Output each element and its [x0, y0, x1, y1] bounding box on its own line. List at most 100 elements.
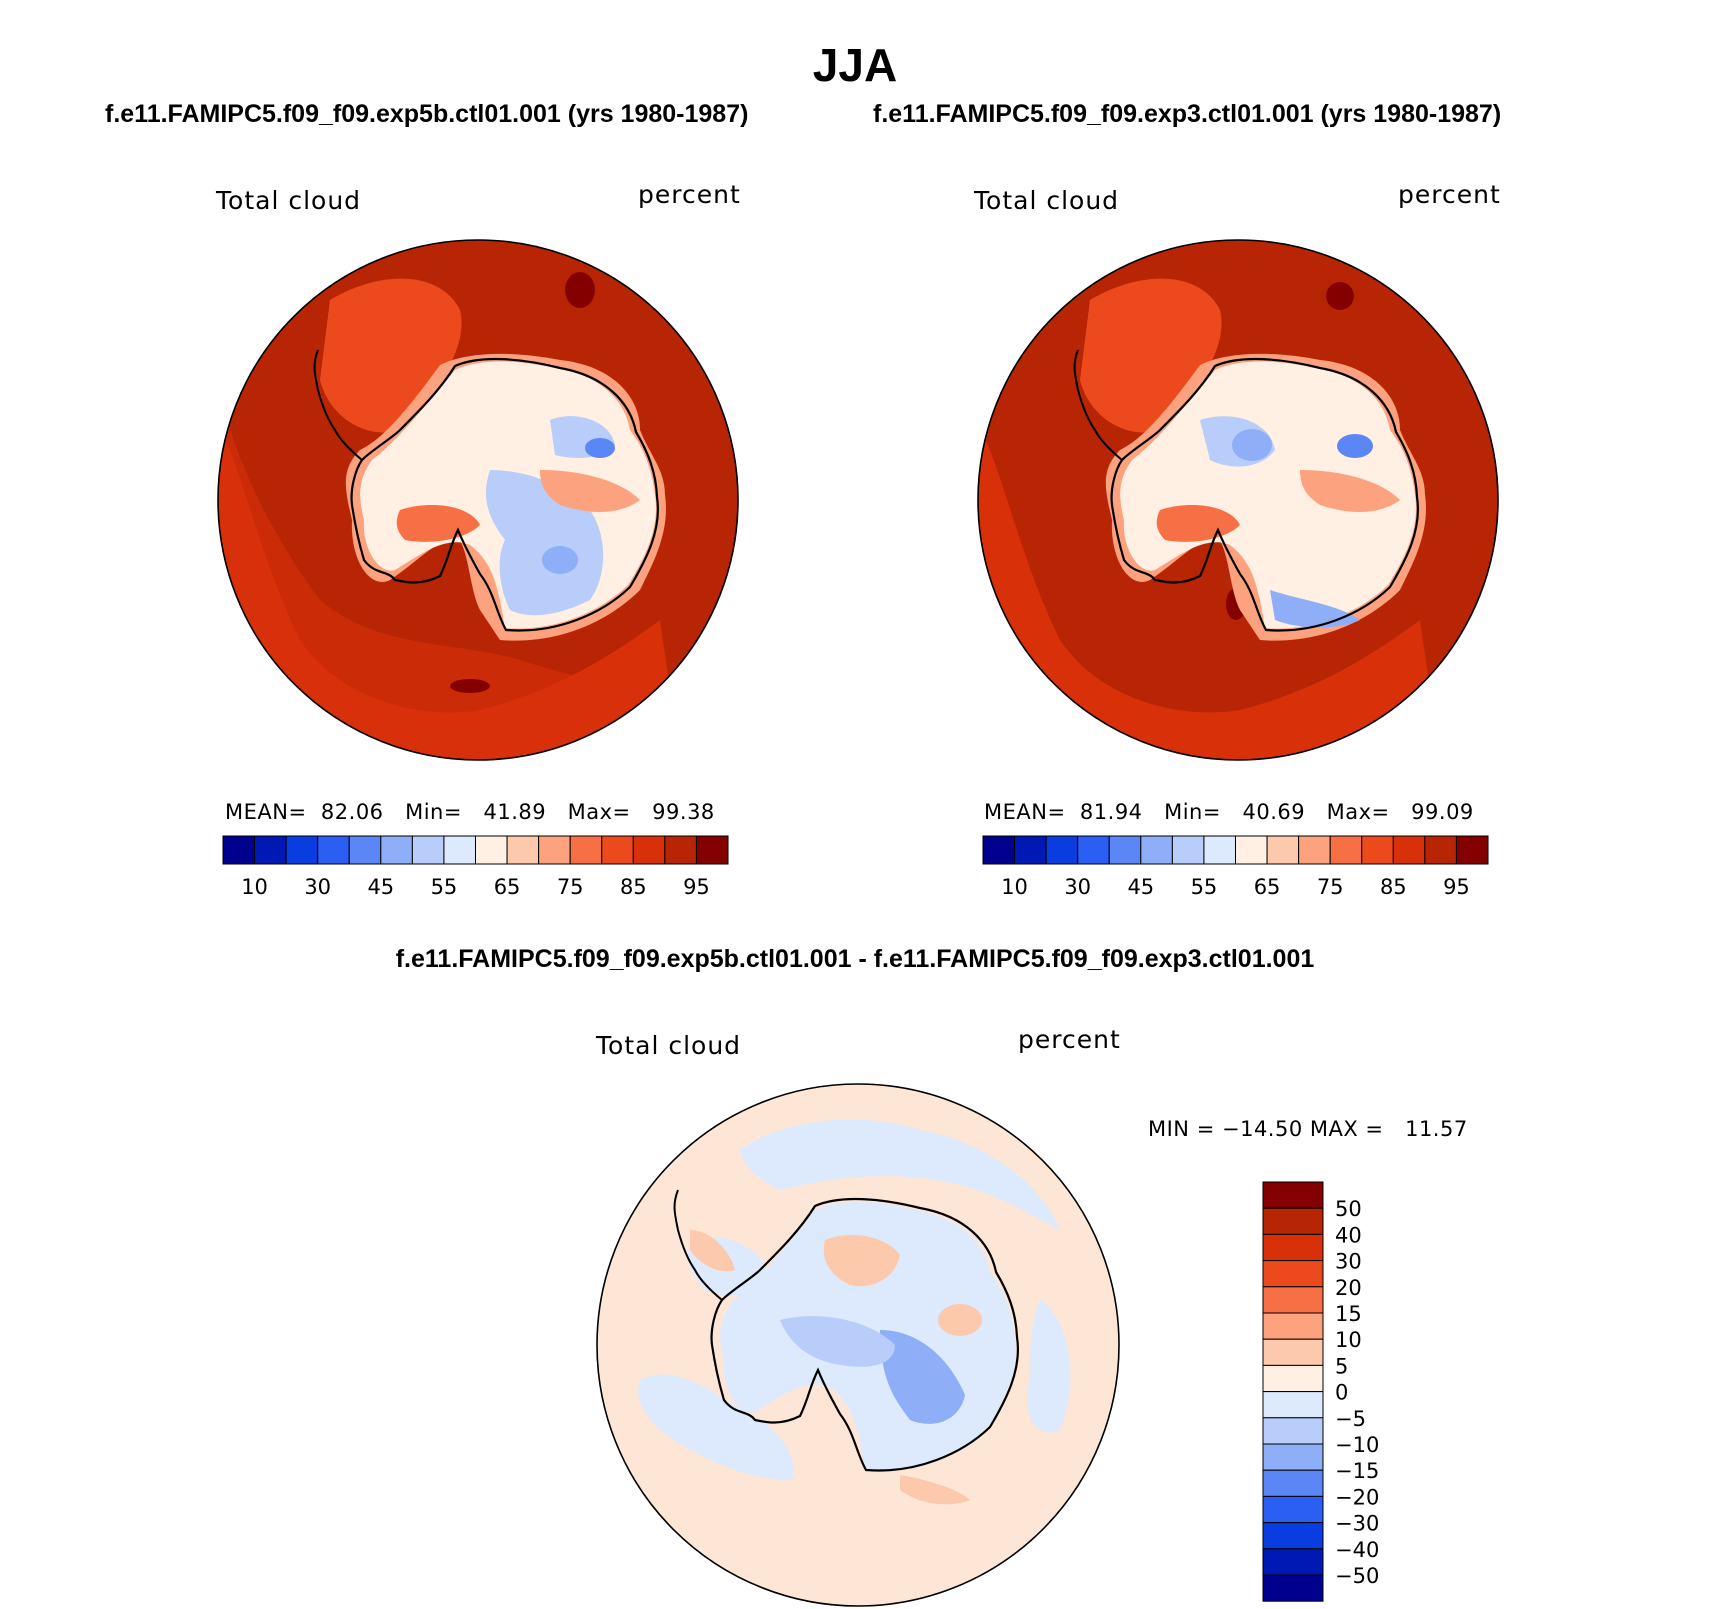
panel2-colorbar-tick-label: 10 — [1001, 875, 1028, 899]
panel1-colorbar-swatch — [222, 835, 256, 865]
panel1-colorbar-tick-label: 10 — [241, 875, 268, 899]
panel2-ocean-band — [978, 420, 1440, 760]
difference-units-label: percent — [1018, 1025, 1121, 1054]
difference-warm-4 — [900, 1475, 970, 1505]
panel2-min-value: 40.69 — [1242, 800, 1306, 824]
panel2-colorbar-tick-label: 30 — [1064, 875, 1091, 899]
panel2-colorbar-swatch — [1392, 835, 1426, 865]
panel1-max-value: 99.38 — [652, 800, 715, 824]
difference-stats: MIN = −14.50 MAX = 11.57 — [1148, 1117, 1468, 1141]
panel1-colorbar-tick-label: 45 — [367, 875, 394, 899]
panel2-colorbar-tick-label: 75 — [1317, 875, 1344, 899]
panel2-case-title: f.e11.FAMIPC5.f09_f09.exp3.ctl01.001 (yr… — [873, 100, 1502, 128]
panel1-stats: MEAN= 82.06 Min= 41.89 Max= 99.38 — [225, 800, 715, 824]
panel1-colorbar-swatch — [664, 835, 697, 865]
panel2-blue-south — [1270, 590, 1360, 628]
panel2-interior-warm — [1300, 470, 1400, 512]
panel2-units-label: percent — [1398, 180, 1501, 209]
panel2-variable-label: Total cloud — [974, 186, 1120, 215]
panel1-colorbar-swatch — [285, 835, 319, 865]
difference-colorbar-label: −50 — [1335, 1564, 1379, 1588]
difference-colorbar-label: −40 — [1335, 1538, 1379, 1562]
panel2-colorbar-swatch — [1361, 835, 1394, 865]
difference-colorbar-label: 10 — [1335, 1328, 1362, 1352]
panel2-stats: MEAN= 81.94 Min= 40.69 Max= 99.09 — [984, 800, 1474, 824]
difference-warm-3 — [690, 1230, 735, 1272]
panel1-dark-patch-1 — [565, 272, 595, 308]
difference-colorbar-swatch — [1262, 1338, 1324, 1366]
panel1-max-label: Max= — [567, 800, 631, 824]
difference-colorbar-swatch — [1262, 1181, 1324, 1209]
difference-colorbar-swatch — [1262, 1417, 1324, 1445]
difference-colorbar-label: −5 — [1335, 1407, 1366, 1431]
figure-title: JJA — [812, 39, 898, 91]
difference-case-title: f.e11.FAMIPC5.f09_f09.exp5b.ctl01.001 - … — [395, 945, 1315, 973]
panel2-colorbar-tick-label: 55 — [1191, 875, 1218, 899]
difference-peninsula-line — [673, 1189, 723, 1301]
panel1-interior-warm — [540, 470, 640, 512]
panel2-colorbar-swatch — [1045, 835, 1079, 865]
panel1-case-title: f.e11.FAMIPC5.f09_f09.exp5b.ctl01.001 (y… — [105, 100, 749, 128]
panel2-dark-patch-1 — [1326, 282, 1354, 310]
panel1-colorbar-swatch — [506, 835, 540, 865]
panel2-colorbar-swatch — [1140, 835, 1173, 865]
panel2-min-label: Min= — [1164, 800, 1221, 824]
panel2-colorbar-swatch — [1235, 835, 1268, 865]
difference-colorbar-label: −15 — [1335, 1459, 1379, 1483]
panel1-colorbar-tick-label: 65 — [494, 875, 521, 899]
panel1-coastline — [350, 357, 659, 632]
panel1-colorbar: 10 30 45 55 65 75 85 95 — [222, 835, 729, 899]
difference-colorbar-label: 50 — [1335, 1197, 1362, 1221]
panel1-mean-label: MEAN= — [225, 800, 307, 824]
difference-warm-2 — [938, 1304, 982, 1336]
panel1-colorbar-swatch — [475, 835, 508, 865]
difference-colorbar-label: −10 — [1335, 1433, 1379, 1457]
panel2-colorbar-tick-label: 65 — [1254, 875, 1281, 899]
difference-colorbar-label: 5 — [1335, 1354, 1348, 1378]
difference-colorbar-label: 40 — [1335, 1223, 1362, 1247]
panel1-dark-patch-2 — [450, 679, 490, 693]
panel2-colorbar-tick-label: 85 — [1380, 875, 1407, 899]
panel1-colorbar-swatch — [411, 835, 445, 865]
difference-colorbar-label: 0 — [1335, 1381, 1348, 1405]
panel1-deep-blue-1 — [585, 438, 615, 458]
difference-colorbar-swatch — [1262, 1495, 1324, 1524]
panel2-colorbar: 10 30 45 55 65 75 85 95 — [982, 835, 1489, 899]
difference-colorbar-label: −20 — [1335, 1485, 1379, 1509]
panel2-antarctica-field — [1120, 361, 1416, 629]
panel2-colorbar-swatch — [1108, 835, 1142, 865]
panel1-colorbar-swatch — [601, 835, 634, 865]
difference-blue-east — [1027, 1300, 1071, 1433]
panel2-deep-blue-2 — [1337, 434, 1373, 458]
panel1-colorbar-swatch — [380, 835, 413, 865]
difference-max-value: 11.57 — [1405, 1117, 1468, 1141]
difference-colorbar-swatch — [1262, 1312, 1324, 1340]
panel2-map-boundary — [977, 239, 1499, 761]
panel2-peninsula-line — [1073, 349, 1123, 461]
panel1-colorbar-swatch — [317, 835, 350, 865]
difference-colorbar-label: 15 — [1335, 1302, 1362, 1326]
panel1-min-value: 41.89 — [483, 800, 547, 824]
panel1-mean-value: 82.06 — [320, 800, 384, 824]
panel1-map-boundary — [217, 239, 739, 761]
difference-colorbar-swatch — [1262, 1260, 1324, 1288]
panel1-colorbar-swatch — [348, 835, 382, 865]
panel1-colorbar-tick-label: 55 — [431, 875, 458, 899]
panel2-colorbar-tick-label: 45 — [1127, 875, 1154, 899]
difference-colorbar-swatch — [1262, 1574, 1324, 1602]
difference-colorbar-swatch — [1262, 1233, 1324, 1262]
panel2-max-label: Max= — [1326, 800, 1390, 824]
panel2-colorbar-swatch — [1455, 835, 1489, 865]
panel1-variable-label: Total cloud — [216, 186, 362, 215]
panel1-colorbar-swatch — [695, 835, 729, 865]
panel1-deep-blue-2 — [542, 546, 578, 574]
difference-colorbar-swatch — [1262, 1391, 1324, 1419]
panel1-colorbar-swatch — [443, 835, 476, 865]
panel2-max-value: 99.09 — [1411, 800, 1474, 824]
difference-colorbar-swatch — [1262, 1443, 1324, 1471]
difference-max-label: MAX = — [1309, 1117, 1384, 1141]
panel2-mean-value: 81.94 — [1079, 800, 1143, 824]
